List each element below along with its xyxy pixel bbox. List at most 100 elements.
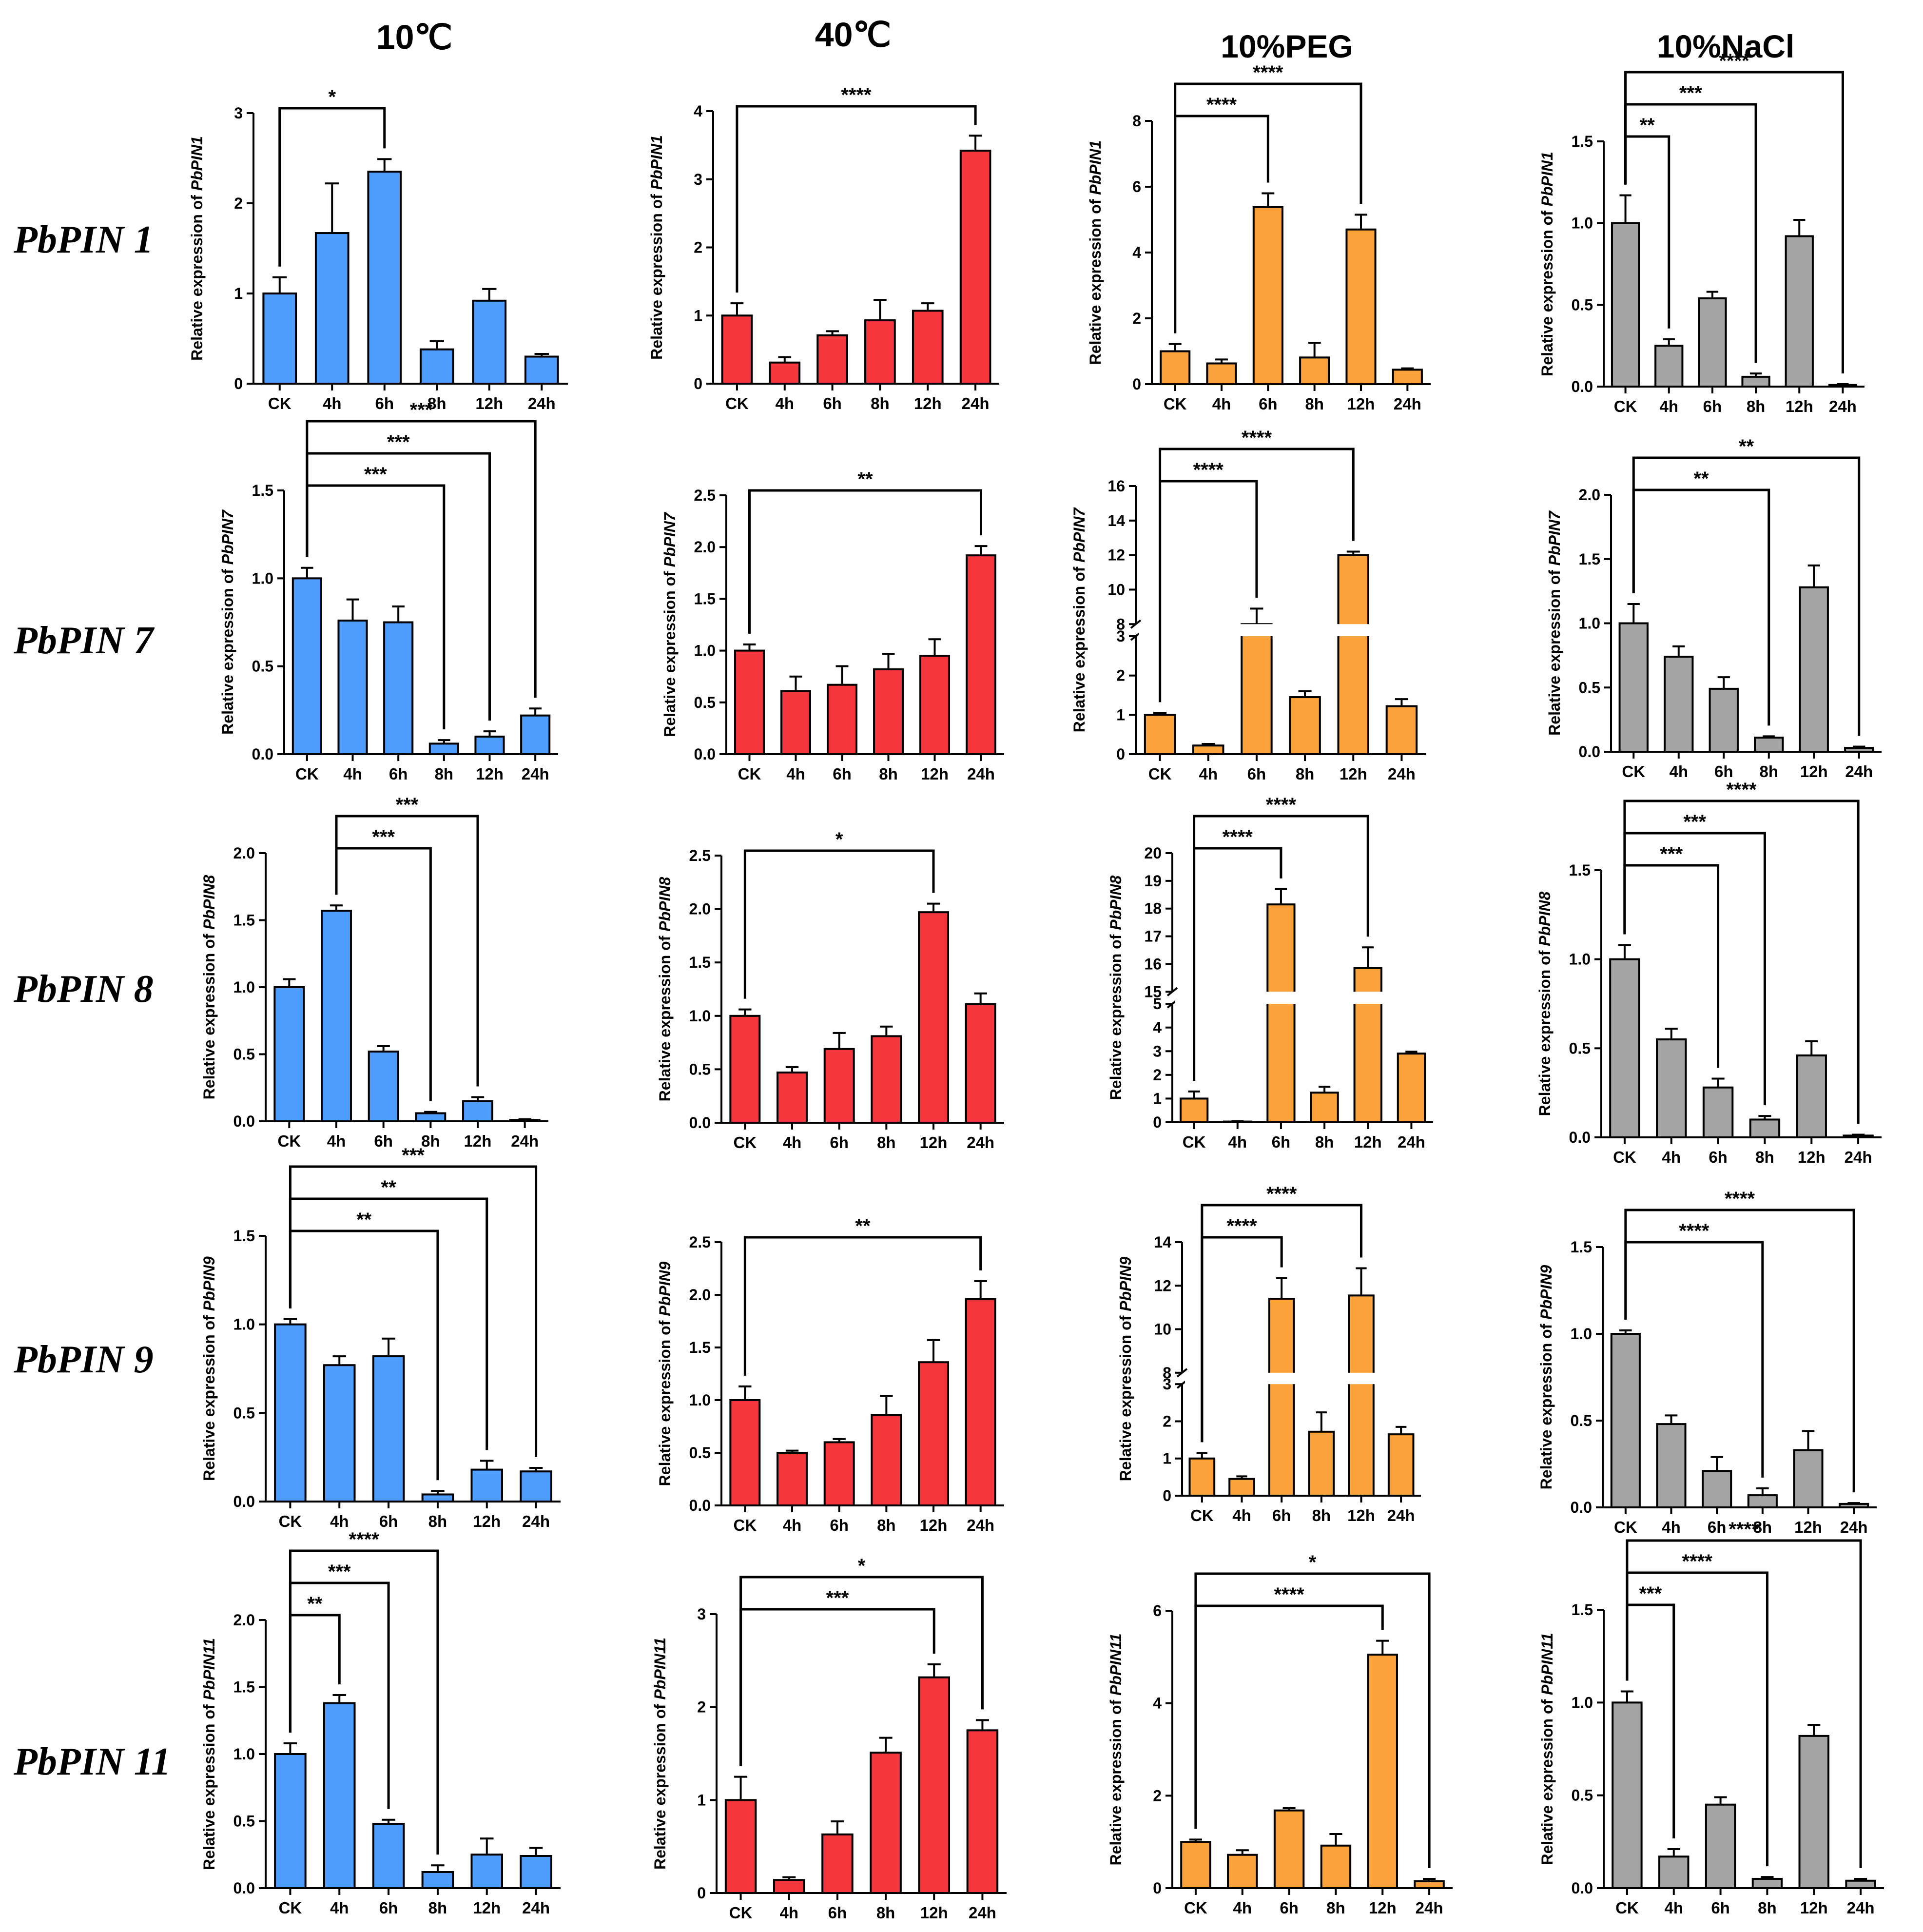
bar-12h	[918, 1676, 950, 1894]
x-tick-label-24h: 24h	[528, 394, 556, 412]
bar-8h	[1751, 1877, 1783, 1889]
y-tick-label: 12	[1154, 1277, 1171, 1294]
y-axis-label: Relative expression of PbPIN7	[661, 511, 679, 737]
y-tick-label: 0	[694, 375, 702, 392]
bar-6h	[1241, 623, 1273, 755]
y-tick-label: 5	[1153, 995, 1162, 1013]
bar-4h	[769, 361, 801, 385]
x-tick-label-8h: 8h	[428, 1512, 447, 1530]
x-tick-label-8h: 8h	[1747, 397, 1766, 415]
x-tick-label-12h: 12h	[1347, 395, 1375, 413]
chart-panel-PbPIN9-13: 0.0 0.5 1.0 1.5 2.0 2.5 Relative expression of…	[656, 1215, 1004, 1534]
chart-panel-PbPIN8-8: 0.0 0.5 1.0 1.5 2.0 Relative expression of Pb…	[200, 794, 548, 1150]
chart-panel-PbPIN7-5: 0.0 0.5 1.0 1.5 2.0 2.5 Relative expression of…	[661, 468, 1004, 783]
bar-8h	[1289, 696, 1321, 755]
y-axis-label: Relative expression of PbPIN7	[219, 509, 236, 735]
x-tick-label-4h: 4h	[1233, 1899, 1252, 1917]
y-axis-label-gene: PbPIN7	[1546, 510, 1563, 566]
x-tick-label-8h: 8h	[428, 1899, 447, 1917]
y-tick-label: 0.0	[694, 745, 716, 763]
bar-24h	[1839, 1503, 1869, 1508]
y-axis-label-prefix: Relative expression of	[219, 565, 236, 735]
x-tick-label-24h: 24h	[1388, 765, 1416, 783]
x-tick-label-8h: 8h	[1315, 1133, 1334, 1151]
bar-6h	[1698, 297, 1727, 388]
x-tick-label-24h: 24h	[511, 1132, 539, 1150]
bar-8h	[1308, 1430, 1335, 1497]
x-tick-label-8h: 8h	[871, 394, 890, 412]
significance-label: ****	[1726, 779, 1757, 800]
x-tick-label-CK: CK	[725, 394, 749, 412]
x-tick-label-CK: CK	[295, 765, 319, 783]
chart-panel-PbPIN8-11: 0.0 0.5 1.0 1.5 Relative expression of PbPIN…	[1536, 779, 1882, 1166]
significance-label: ****	[1242, 427, 1272, 449]
bar-6h	[368, 1051, 399, 1122]
y-tick-label: 2.0	[233, 844, 255, 862]
x-tick-label-CK: CK	[1622, 762, 1645, 781]
bar-6h	[1273, 1809, 1305, 1889]
bar-6h	[1268, 1298, 1295, 1497]
bar-CK	[1179, 1097, 1209, 1124]
y-axis-label-prefix: Relative expression of	[656, 1316, 674, 1486]
chart-panel-PbPIN1-1: 0 1 2 3 4 Relative expression of PbPIN1 CK 4h 6h…	[648, 84, 999, 412]
bar-6h	[1702, 1086, 1734, 1139]
significance-label: *	[328, 86, 336, 108]
y-tick-label: 0.0	[1571, 1499, 1592, 1516]
bar-24h	[1385, 705, 1418, 755]
y-axis-label: Relative expression of PbPIN11	[200, 1638, 218, 1870]
bar-24h	[959, 150, 991, 385]
y-tick-label: 6	[1153, 1602, 1162, 1620]
bar-CK	[1180, 1841, 1211, 1890]
x-tick-label-6h: 6h	[828, 1904, 847, 1922]
significance-label: ****	[349, 1529, 380, 1550]
x-tick-label-CK: CK	[1148, 765, 1172, 783]
significance-bracket	[743, 1236, 982, 1376]
bar-6h	[372, 1355, 405, 1503]
significance-bracket	[1201, 1204, 1362, 1443]
significance-label: **	[381, 1177, 397, 1198]
y-tick-label: 1	[1153, 1090, 1162, 1107]
bar-12h	[918, 1361, 949, 1506]
y-tick-label: 1	[1116, 706, 1125, 723]
x-tick-label-4h: 4h	[1228, 1133, 1247, 1151]
y-tick-label: 4	[1153, 1695, 1162, 1712]
bar-12h	[472, 299, 507, 385]
row-label-pbpin11: PbPIN 11	[13, 1740, 171, 1783]
bar-4h	[1227, 1854, 1258, 1889]
bar-CK	[1618, 622, 1649, 753]
column-titles: 10℃ 40℃ 10%PEG 10%NaCl	[376, 16, 1794, 64]
significance-label: ****	[1193, 459, 1224, 481]
y-axis-label-prefix: Relative expression of	[648, 190, 665, 360]
x-tick-label-4h: 4h	[323, 394, 342, 412]
y-tick-label: 0.0	[1572, 1879, 1593, 1897]
y-tick-label: 2	[1153, 1066, 1162, 1084]
x-tick-label-6h: 6h	[1272, 1506, 1291, 1524]
y-tick-label: 0.0	[252, 745, 273, 763]
bar-8h	[1299, 356, 1330, 386]
x-tick-label-12h: 12h	[1340, 765, 1367, 783]
x-tick-label-24h: 24h	[1845, 762, 1873, 781]
bar-8h	[419, 348, 454, 385]
y-tick-label: 0.0	[1579, 743, 1600, 761]
column-title-10C: 10℃	[376, 18, 452, 56]
y-tick-label: 1.5	[689, 954, 711, 971]
chart-panel-PbPIN11-18: 0 2 4 6 Relative expression of PbPIN11 CK 4h 6h…	[1107, 1552, 1453, 1917]
bar-CK	[1160, 350, 1191, 385]
chart-panel-PbPIN7-7: 0.0 0.5 1.0 1.5 2.0 Relative expression of Pb…	[1546, 436, 1882, 781]
y-tick-label: 0.5	[233, 1813, 255, 1830]
x-tick-label-8h: 8h	[1759, 762, 1778, 781]
chart-panel-PbPIN11-19: 0.0 0.5 1.0 1.5 Relative expression of PbPIN…	[1538, 1519, 1884, 1917]
x-tick-label-6h: 6h	[379, 1512, 398, 1530]
significance-label: ****	[841, 84, 872, 106]
y-axis-label: Relative expression of PbPIN7	[1546, 510, 1563, 736]
y-axis-label: Relative expression of PbPIN11	[1538, 1633, 1556, 1865]
x-tick-label-6h: 6h	[833, 765, 852, 783]
y-tick-label: 1	[697, 1791, 706, 1809]
y-tick-label: 0.5	[1572, 1787, 1593, 1804]
y-axis-label-prefix: Relative expression of	[651, 1699, 669, 1870]
x-tick-label-6h: 6h	[389, 765, 408, 783]
significance-label: ***	[328, 1561, 351, 1582]
chart-panel-PbPIN8-9: 0.0 0.5 1.0 1.5 2.0 2.5 Relative expression of…	[656, 829, 1004, 1151]
significance-label: **	[857, 468, 873, 490]
